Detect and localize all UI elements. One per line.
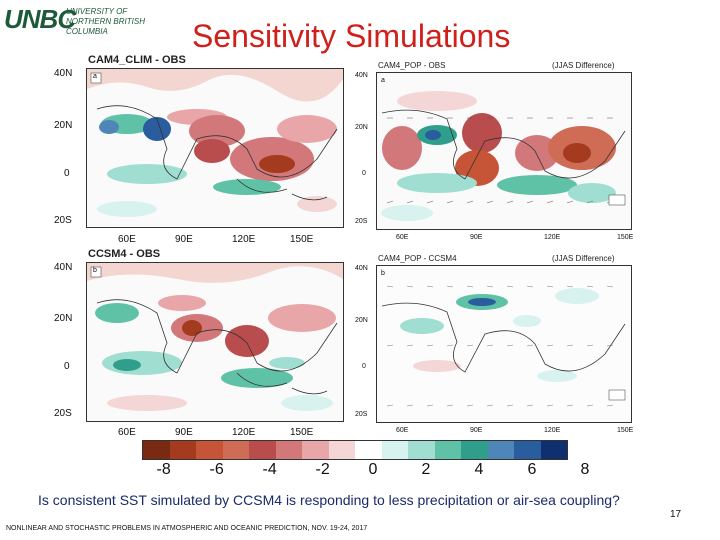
colorbar-swatch <box>355 441 382 459</box>
colorbar-swatch <box>328 441 355 459</box>
colorbar-tick-label: -8 <box>156 461 171 478</box>
panel-c-note: (JJAS Difference) <box>552 61 615 70</box>
panel-d-lat-1: 20N <box>355 317 368 324</box>
panel-d-field <box>377 266 631 422</box>
colorbar-swatch <box>302 441 329 459</box>
colorbar-swatch <box>143 441 170 459</box>
panel-d-lon-3: 150E <box>617 427 634 434</box>
panel-b-title: CCSM4 - OBS <box>88 248 161 260</box>
panel-c-lon-1: 90E <box>470 234 483 241</box>
colorbar-swatch <box>196 441 223 459</box>
panel-d-lat-3: 20S <box>355 411 368 418</box>
colorbar-tick-label: -2 <box>315 461 330 478</box>
panel-d-map: b <box>376 265 632 423</box>
panel-a-lat-3: 20S <box>54 215 72 226</box>
colorbar-tick-label: 0 <box>368 461 378 478</box>
panel-d-lon-1: 90E <box>470 427 483 434</box>
colorbar-swatch <box>487 441 514 459</box>
panel-b-label: b <box>93 267 97 274</box>
panel-a-lon-3: 150E <box>290 234 314 245</box>
page-number: 17 <box>670 509 682 520</box>
panel-d-lon-2: 120E <box>544 427 561 434</box>
colorbar <box>142 440 568 460</box>
panel-c-lon-2: 120E <box>544 234 561 241</box>
colorbar-tick-label: 8 <box>580 461 590 478</box>
panel-c-lat-0: 40N <box>355 72 368 79</box>
panel-a-field <box>87 69 343 227</box>
panel-b-lat-1: 20N <box>54 313 73 324</box>
slide-title: Sensitivity Simulations <box>192 18 511 54</box>
panel-a-lon-1: 90E <box>175 234 193 245</box>
panel-c-lat-2: 0 <box>362 170 366 177</box>
panel-d-lat-2: 0 <box>362 363 366 370</box>
panel-b-lon-2: 120E <box>232 427 256 438</box>
panel-a-lat-0: 40N <box>54 68 73 79</box>
panel-a-lat-1: 20N <box>54 120 73 131</box>
panel-a-lon-2: 120E <box>232 234 256 245</box>
logo-mark: UNBC <box>4 4 76 34</box>
panel-c-lon-0: 60E <box>396 234 409 241</box>
panel-b-lon-1: 90E <box>175 427 193 438</box>
colorbar-swatch <box>222 441 249 459</box>
panel-b-lon-0: 60E <box>118 427 136 438</box>
colorbar-tick-label: 2 <box>421 461 431 478</box>
panel-a-lat-2: 0 <box>64 168 70 179</box>
logo-line-2: NORTHERN BRITISH COLUMBIA <box>66 17 145 36</box>
panel-b-lon-3: 150E <box>290 427 314 438</box>
panel-c-title: CAM4_POP - OBS <box>378 61 446 70</box>
panel-b-map: b <box>86 262 344 422</box>
panel-a-title: CAM4_CLIM - OBS <box>88 54 186 66</box>
footer-text: NONLINEAR AND STOCHASTIC PROBLEMS IN ATM… <box>6 525 368 532</box>
panel-b-lat-3: 20S <box>54 408 72 419</box>
colorbar-swatch <box>461 441 488 459</box>
panel-a-lon-0: 60E <box>118 234 136 245</box>
colorbar-tick-label: 4 <box>474 461 484 478</box>
colorbar-tick-label: -4 <box>262 461 277 478</box>
colorbar-swatch <box>169 441 196 459</box>
panel-a-map: a <box>86 68 344 228</box>
panel-c-lat-1: 20N <box>355 124 368 131</box>
colorbar-swatch <box>275 441 302 459</box>
panel-c-map: a <box>376 72 632 230</box>
logo-line-1: UNIVERSITY OF <box>66 7 128 16</box>
panel-c-label: a <box>381 77 385 84</box>
panel-d-title: CAM4_POP - CCSM4 <box>378 254 457 263</box>
colorbar-swatch <box>249 441 276 459</box>
panel-b-field <box>87 263 343 421</box>
panel-b-lat-2: 0 <box>64 361 70 372</box>
colorbar-swatch <box>540 441 567 459</box>
colorbar-swatch <box>434 441 461 459</box>
slide-caption: Is consistent SST simulated by CCSM4 is … <box>38 492 620 508</box>
unbc-logo: UNBC UNIVERSITY OF NORTHERN BRITISH COLU… <box>4 4 184 36</box>
panel-c-lat-3: 20S <box>355 218 368 225</box>
colorbar-swatch <box>514 441 541 459</box>
panel-a-label: a <box>93 73 97 80</box>
panel-c-lon-3: 150E <box>617 234 634 241</box>
panel-d-label: b <box>381 270 385 277</box>
panel-d-note: (JJAS Difference) <box>552 254 615 263</box>
panel-d-lat-0: 40N <box>355 265 368 272</box>
panel-d-lon-0: 60E <box>396 427 409 434</box>
colorbar-tick-label: -6 <box>209 461 224 478</box>
panel-c-field <box>377 73 631 229</box>
logo-text: UNIVERSITY OF NORTHERN BRITISH COLUMBIA <box>66 7 184 37</box>
colorbar-tick-label: 6 <box>527 461 537 478</box>
panel-b-lat-0: 40N <box>54 262 73 273</box>
colorbar-swatch <box>408 441 435 459</box>
colorbar-swatch <box>381 441 408 459</box>
